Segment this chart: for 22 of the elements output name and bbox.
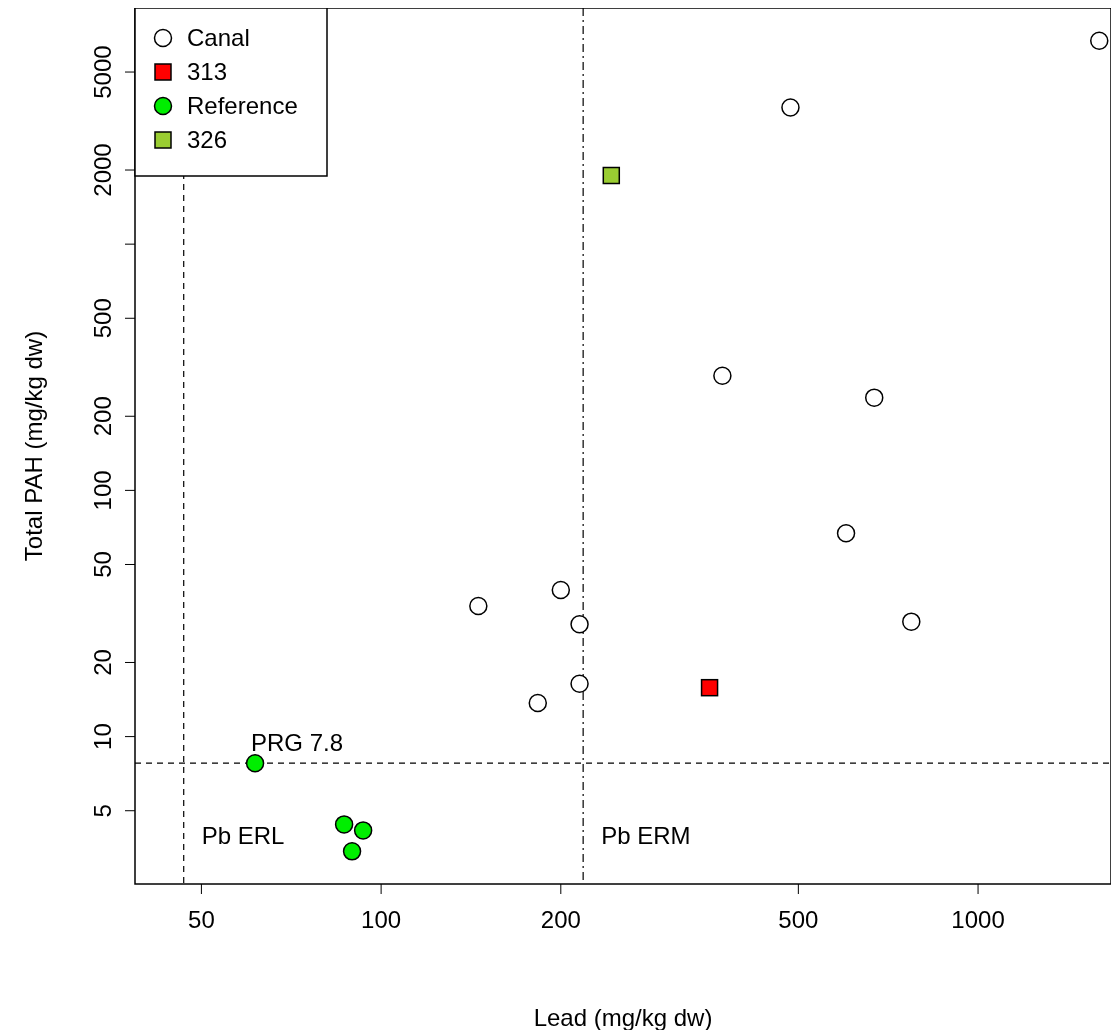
y-tick-label: 10 <box>89 723 116 750</box>
x-tick-label: 100 <box>361 906 402 933</box>
legend-label: Reference <box>187 92 298 119</box>
y-tick-label: 5 <box>89 804 116 818</box>
ref-line-label: Pb ERL <box>201 822 285 849</box>
x-tick-label: 500 <box>778 906 819 933</box>
legend-label: 326 <box>187 126 228 153</box>
y-tick-label: 500 <box>89 298 116 339</box>
x-tick-label: 1000 <box>951 906 1005 933</box>
x-tick-label: 200 <box>540 906 581 933</box>
y-tick-label: 200 <box>89 396 116 437</box>
y-tick-label: 2000 <box>89 143 116 197</box>
y-tick-label: 100 <box>89 470 116 511</box>
ref-line-label: PRG 7.8 <box>251 729 344 757</box>
y-tick-label: 20 <box>89 649 116 676</box>
y-tick-label: 50 <box>89 551 116 578</box>
ref-line-label: Pb ERM <box>601 822 691 849</box>
legend-label: 313 <box>187 58 228 85</box>
legend-label: Canal <box>187 24 250 51</box>
x-tick-label: 50 <box>188 906 215 933</box>
y-axis-title: Total PAH (mg/kg dw) <box>20 330 47 562</box>
y-tick-label: 5000 <box>89 45 116 99</box>
